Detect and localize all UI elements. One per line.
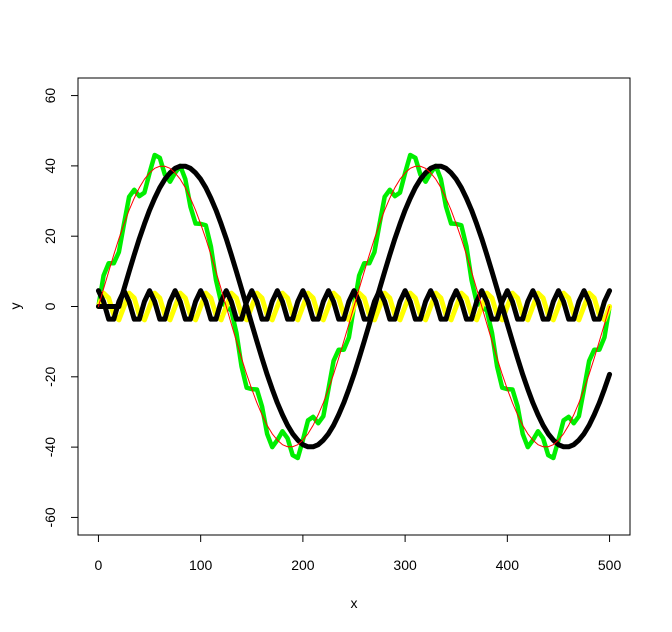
- y-tick-label: 60: [42, 88, 58, 104]
- x-tick-label: 0: [95, 557, 103, 573]
- y-tick-label: -40: [42, 437, 58, 457]
- data-line: [95, 163, 613, 450]
- x-tick-label: 200: [291, 557, 315, 573]
- y-tick-label: 40: [42, 158, 58, 174]
- y-tick-label: -20: [42, 366, 58, 386]
- x-tick-label: 300: [393, 557, 417, 573]
- y-tick-label: 20: [42, 228, 58, 244]
- data-line: [95, 288, 613, 322]
- x-axis-label: x: [351, 595, 358, 611]
- data-line: [97, 165, 611, 448]
- x-tick-label: 400: [496, 557, 520, 573]
- y-tick-label: -60: [42, 507, 58, 527]
- y-axis-label: y: [7, 303, 23, 310]
- x-tick-label: 100: [189, 557, 213, 573]
- x-tick-label: 500: [598, 557, 622, 573]
- y-tick-label: 0: [42, 302, 58, 310]
